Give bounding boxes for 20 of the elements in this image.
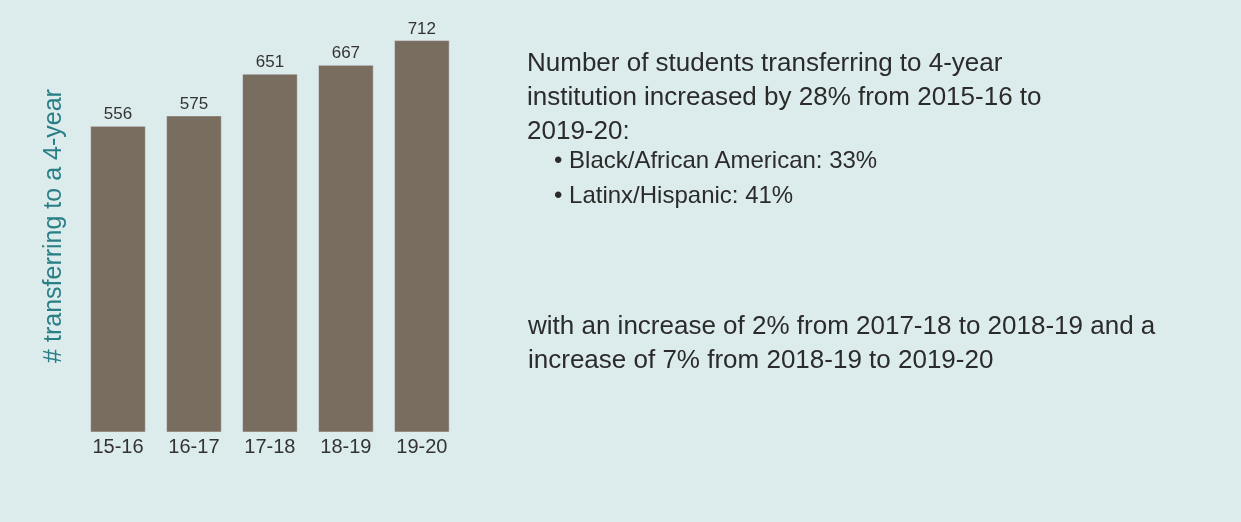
data-label: 712	[407, 18, 437, 38]
text: • Latinx/Hispanic: 41%	[554, 181, 794, 208]
text: Number of students transferring to 4-year institution increased by 28% from 2015-16 to 2019-20:	[527, 47, 1042, 145]
x-tick-label: 15-16	[92, 435, 144, 457]
bar	[166, 115, 222, 432]
data-label: 575	[179, 93, 209, 113]
data-label: 667	[331, 43, 361, 63]
x-tick-label: 17-18	[244, 435, 296, 457]
bar	[242, 73, 298, 432]
data-label: 556	[103, 104, 133, 124]
text: with an increase of 2% from 2017-18 to 2018-19 and a increase of 7% from 2018-19 to 2019-20	[527, 310, 1156, 374]
text: • Black/African American: 33%	[554, 146, 878, 173]
y-axis-title: # transferring to a 4-year	[37, 89, 66, 363]
x-tick-label: 18-19	[320, 435, 372, 457]
bar	[90, 126, 146, 432]
data-label: 651	[255, 52, 285, 72]
x-tick-label: 16-17	[168, 435, 220, 457]
bar	[318, 65, 374, 432]
x-tick-label: 19-20	[396, 435, 448, 457]
bar	[394, 40, 450, 432]
